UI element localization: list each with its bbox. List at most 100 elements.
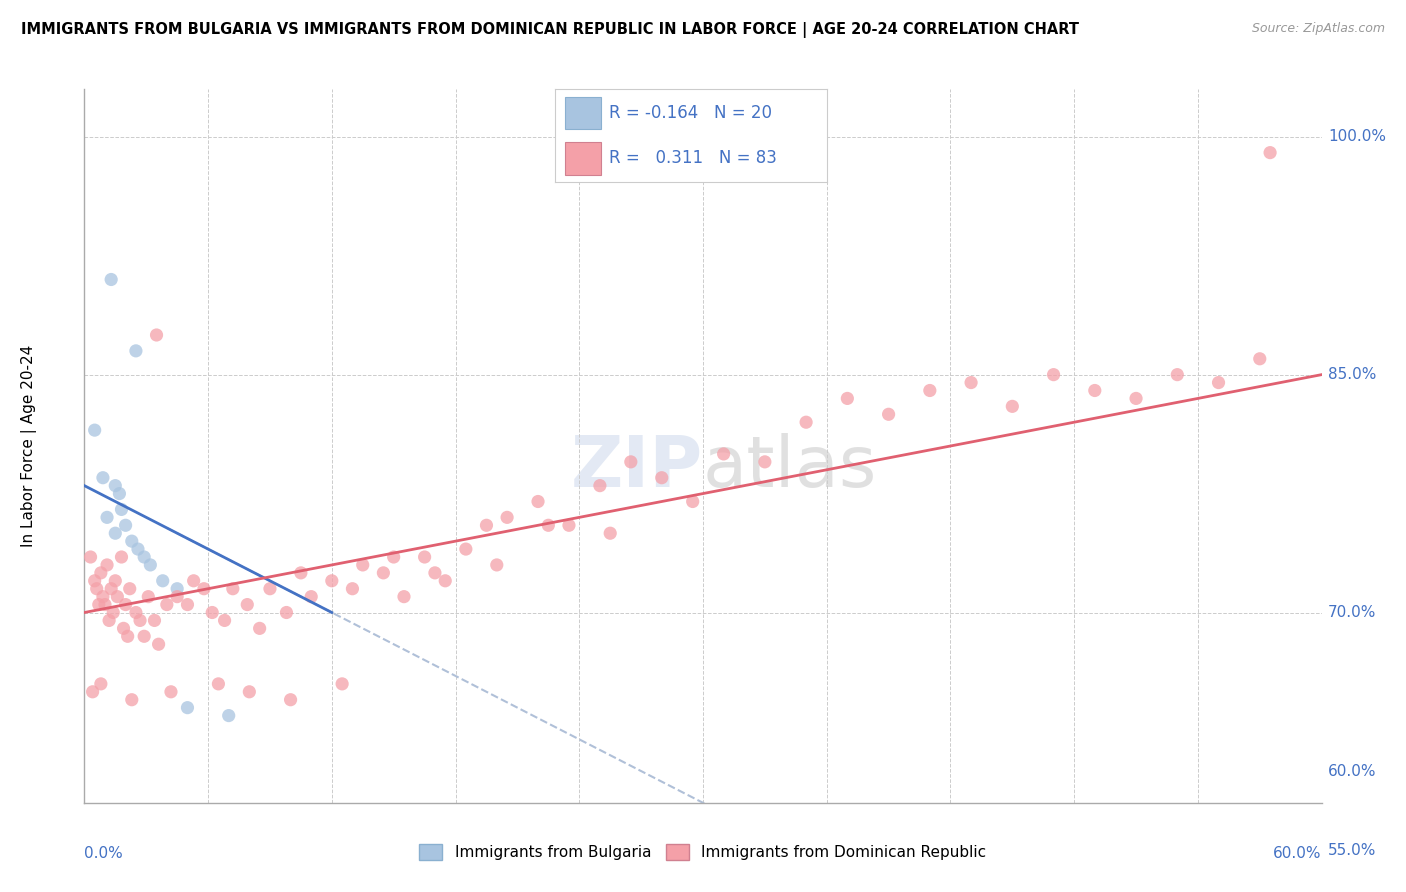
Point (105, 590, 128, 604)
Point (1208, 376, 1230, 390)
Point (794, 415, 817, 429)
Point (166, 582, 188, 596)
Point (290, 566, 312, 580)
Point (82, 685, 104, 699)
Legend: Immigrants from Bulgaria, Immigrants from Dominican Republic: Immigrants from Bulgaria, Immigrants fro… (413, 838, 993, 866)
Point (330, 677, 353, 691)
Point (1042, 368, 1064, 382)
Point (156, 598, 179, 612)
Point (83, 423, 105, 437)
Point (94, 598, 117, 612)
Point (434, 574, 457, 588)
Point (1258, 145, 1281, 160)
Point (139, 558, 162, 572)
Point (1249, 351, 1271, 366)
Point (280, 692, 302, 706)
Point (91, 590, 114, 604)
Point (129, 614, 152, 628)
Bar (565, 142, 600, 175)
Point (960, 376, 983, 390)
Point (145, 328, 167, 343)
Point (121, 692, 143, 706)
Point (110, 502, 132, 516)
Point (201, 606, 224, 620)
Point (249, 621, 271, 635)
Point (90, 677, 112, 691)
Bar (565, 96, 600, 129)
Point (148, 637, 170, 651)
Point (207, 677, 229, 691)
Point (87, 598, 110, 612)
Point (342, 582, 364, 596)
Text: R =   0.311   N = 83: R = 0.311 N = 83 (609, 149, 778, 168)
Point (104, 574, 127, 588)
Point (454, 542, 477, 557)
Point (413, 549, 436, 564)
Point (682, 494, 704, 508)
Point (392, 590, 415, 604)
Point (183, 574, 205, 588)
Point (104, 478, 127, 492)
Point (496, 510, 519, 524)
Point (108, 486, 131, 500)
Point (110, 549, 132, 564)
Point (1166, 368, 1188, 382)
Point (423, 566, 446, 580)
Point (176, 700, 198, 714)
Text: R = -0.164   N = 20: R = -0.164 N = 20 (609, 103, 772, 122)
Point (558, 518, 581, 533)
Point (249, 812, 271, 826)
Point (136, 590, 159, 604)
Point (236, 598, 259, 612)
Point (127, 542, 149, 557)
Point (837, 392, 859, 406)
Point (1001, 400, 1024, 414)
Point (152, 574, 174, 588)
Point (104, 526, 127, 541)
Point (193, 582, 215, 596)
Point (114, 518, 136, 533)
Point (620, 455, 643, 469)
Point (352, 558, 374, 572)
Point (299, 590, 322, 604)
Point (134, 549, 156, 564)
Point (134, 629, 156, 643)
Point (100, 582, 122, 596)
Point (475, 518, 498, 533)
Text: 70.0%: 70.0% (1327, 605, 1376, 620)
Point (100, 272, 122, 286)
Point (713, 447, 735, 461)
Point (90, 566, 112, 580)
Point (83, 574, 105, 588)
Point (160, 685, 183, 699)
Text: 85.0%: 85.0% (1327, 368, 1376, 382)
Point (238, 685, 260, 699)
Point (222, 582, 245, 596)
Point (91, 471, 114, 485)
Point (651, 471, 673, 485)
Point (141, 804, 163, 818)
Text: atlas: atlas (703, 433, 877, 502)
Point (877, 407, 900, 421)
Point (96, 558, 118, 572)
Point (373, 566, 395, 580)
Point (98, 614, 121, 628)
Point (754, 455, 776, 469)
Point (121, 534, 143, 549)
Point (79, 549, 101, 564)
Text: IMMIGRANTS FROM BULGARIA VS IMMIGRANTS FROM DOMINICAN REPUBLIC IN LABOR FORCE | : IMMIGRANTS FROM BULGARIA VS IMMIGRANTS F… (21, 22, 1078, 38)
Point (125, 606, 148, 620)
Point (537, 518, 560, 533)
Point (485, 558, 508, 572)
Text: Source: ZipAtlas.com: Source: ZipAtlas.com (1251, 22, 1385, 36)
Point (114, 598, 136, 612)
Point (96, 510, 118, 524)
Point (86, 582, 108, 596)
Point (218, 708, 240, 723)
Point (214, 614, 236, 628)
Text: ZIP: ZIP (571, 433, 703, 502)
Point (527, 494, 550, 508)
Point (103, 606, 125, 620)
Point (143, 614, 166, 628)
Point (176, 598, 198, 612)
